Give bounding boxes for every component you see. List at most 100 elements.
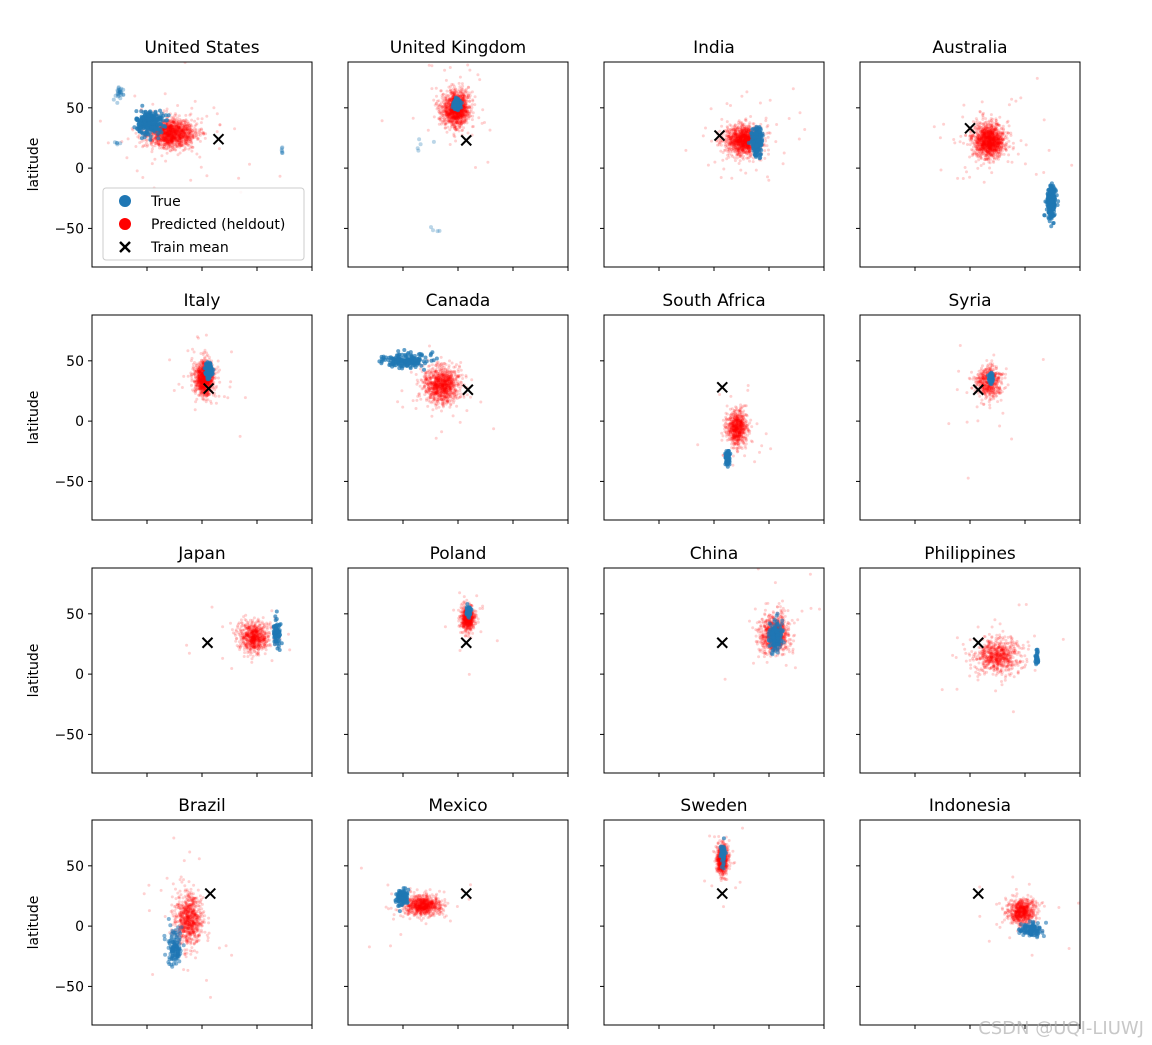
scatter-point <box>193 124 197 128</box>
scatter-point <box>446 94 450 98</box>
scatter-point <box>741 143 745 147</box>
scatter-point <box>465 99 469 103</box>
scatter-point <box>983 134 987 138</box>
scatter-point <box>178 128 182 132</box>
scatter-point <box>165 131 169 135</box>
scatter-point <box>738 142 742 146</box>
scatter-point <box>732 147 736 151</box>
scatter-point <box>167 123 171 127</box>
scatter-point <box>182 135 186 139</box>
scatter-point <box>459 89 463 93</box>
scatter-point <box>446 99 450 103</box>
scatter-point <box>169 121 173 125</box>
scatter-point <box>452 89 456 92</box>
scatter-point <box>758 133 763 138</box>
scatter-point <box>982 134 985 138</box>
scatter-point <box>168 132 171 136</box>
scatter-point <box>729 142 733 146</box>
scatter-point <box>177 142 181 146</box>
scatter-point <box>180 143 183 147</box>
scatter-point <box>170 129 174 133</box>
scatter-point <box>737 143 741 147</box>
scatter-point <box>459 87 463 90</box>
scatter-point <box>455 116 459 120</box>
scatter-point <box>169 126 173 130</box>
scatter-point <box>994 147 998 150</box>
scatter-point <box>162 139 166 143</box>
scatter-point <box>743 129 746 133</box>
scatter-point <box>180 132 183 136</box>
scatter-point <box>471 111 475 115</box>
scatter-point <box>736 150 740 154</box>
scatter-point <box>743 144 747 148</box>
scatter-point <box>201 130 205 134</box>
scatter-point <box>163 132 167 135</box>
scatter-point <box>757 156 762 161</box>
scatter-point <box>730 138 734 142</box>
scatter-point <box>746 134 749 137</box>
scatter-point <box>183 131 187 135</box>
scatter-point <box>733 142 737 145</box>
scatter-point <box>177 127 181 131</box>
scatter-point <box>173 124 177 127</box>
scatter-point <box>740 144 744 148</box>
scatter-point <box>745 144 749 148</box>
scatter-point <box>739 142 743 146</box>
scatter-point <box>988 136 992 140</box>
scatter-point <box>981 133 985 137</box>
scatter-point <box>736 136 740 140</box>
scatter-point <box>163 139 167 142</box>
scatter-point <box>982 142 986 146</box>
scatter-point <box>171 139 175 142</box>
scatter-point <box>995 145 999 149</box>
scatter-point <box>439 115 443 118</box>
scatter-point <box>164 135 168 139</box>
scatter-point <box>733 143 737 147</box>
scatter-point <box>736 153 740 157</box>
scatter-point <box>1000 137 1004 141</box>
scatter-point <box>445 113 449 117</box>
scatter-point <box>454 114 457 118</box>
scatter-point <box>744 135 748 139</box>
scatter-point <box>169 139 173 143</box>
scatter-point <box>747 150 751 154</box>
scatter-point <box>162 138 166 142</box>
scatter-point <box>145 144 149 148</box>
scatter-point <box>447 108 451 112</box>
scatter-point <box>741 123 745 127</box>
scatter-point <box>459 120 463 124</box>
scatter-point <box>993 149 997 153</box>
scatter-point <box>456 121 460 125</box>
scatter-point <box>175 124 179 128</box>
scatter-point <box>182 125 186 129</box>
scatter-point <box>169 129 173 133</box>
scatter-point <box>198 155 202 159</box>
scatter-point <box>175 130 179 134</box>
scatter-point <box>462 104 466 107</box>
scatter-point <box>172 128 176 132</box>
scatter-point <box>176 138 180 142</box>
scatter-point <box>984 129 988 133</box>
scatter-point <box>466 95 470 99</box>
scatter-point <box>745 138 749 141</box>
scatter-point <box>449 114 453 118</box>
scatter-point <box>449 112 452 116</box>
scatter-point <box>194 131 198 135</box>
scatter-point <box>997 132 1001 136</box>
scatter-point <box>996 137 1000 141</box>
scatter-point <box>169 138 173 142</box>
scatter-point <box>733 140 737 144</box>
scatter-point <box>684 148 688 152</box>
scatter-point <box>736 133 740 137</box>
scatter-point <box>989 142 993 146</box>
scatter-point <box>153 134 157 138</box>
scatter-point <box>119 90 124 94</box>
scatter-point <box>738 137 742 141</box>
scatter-point <box>159 135 163 138</box>
scatter-point <box>995 141 999 145</box>
scatter-point <box>739 137 743 141</box>
scatter-point <box>743 146 747 150</box>
scatter-point <box>449 88 453 92</box>
scatter-point <box>738 151 741 155</box>
scatter-point <box>460 113 464 117</box>
